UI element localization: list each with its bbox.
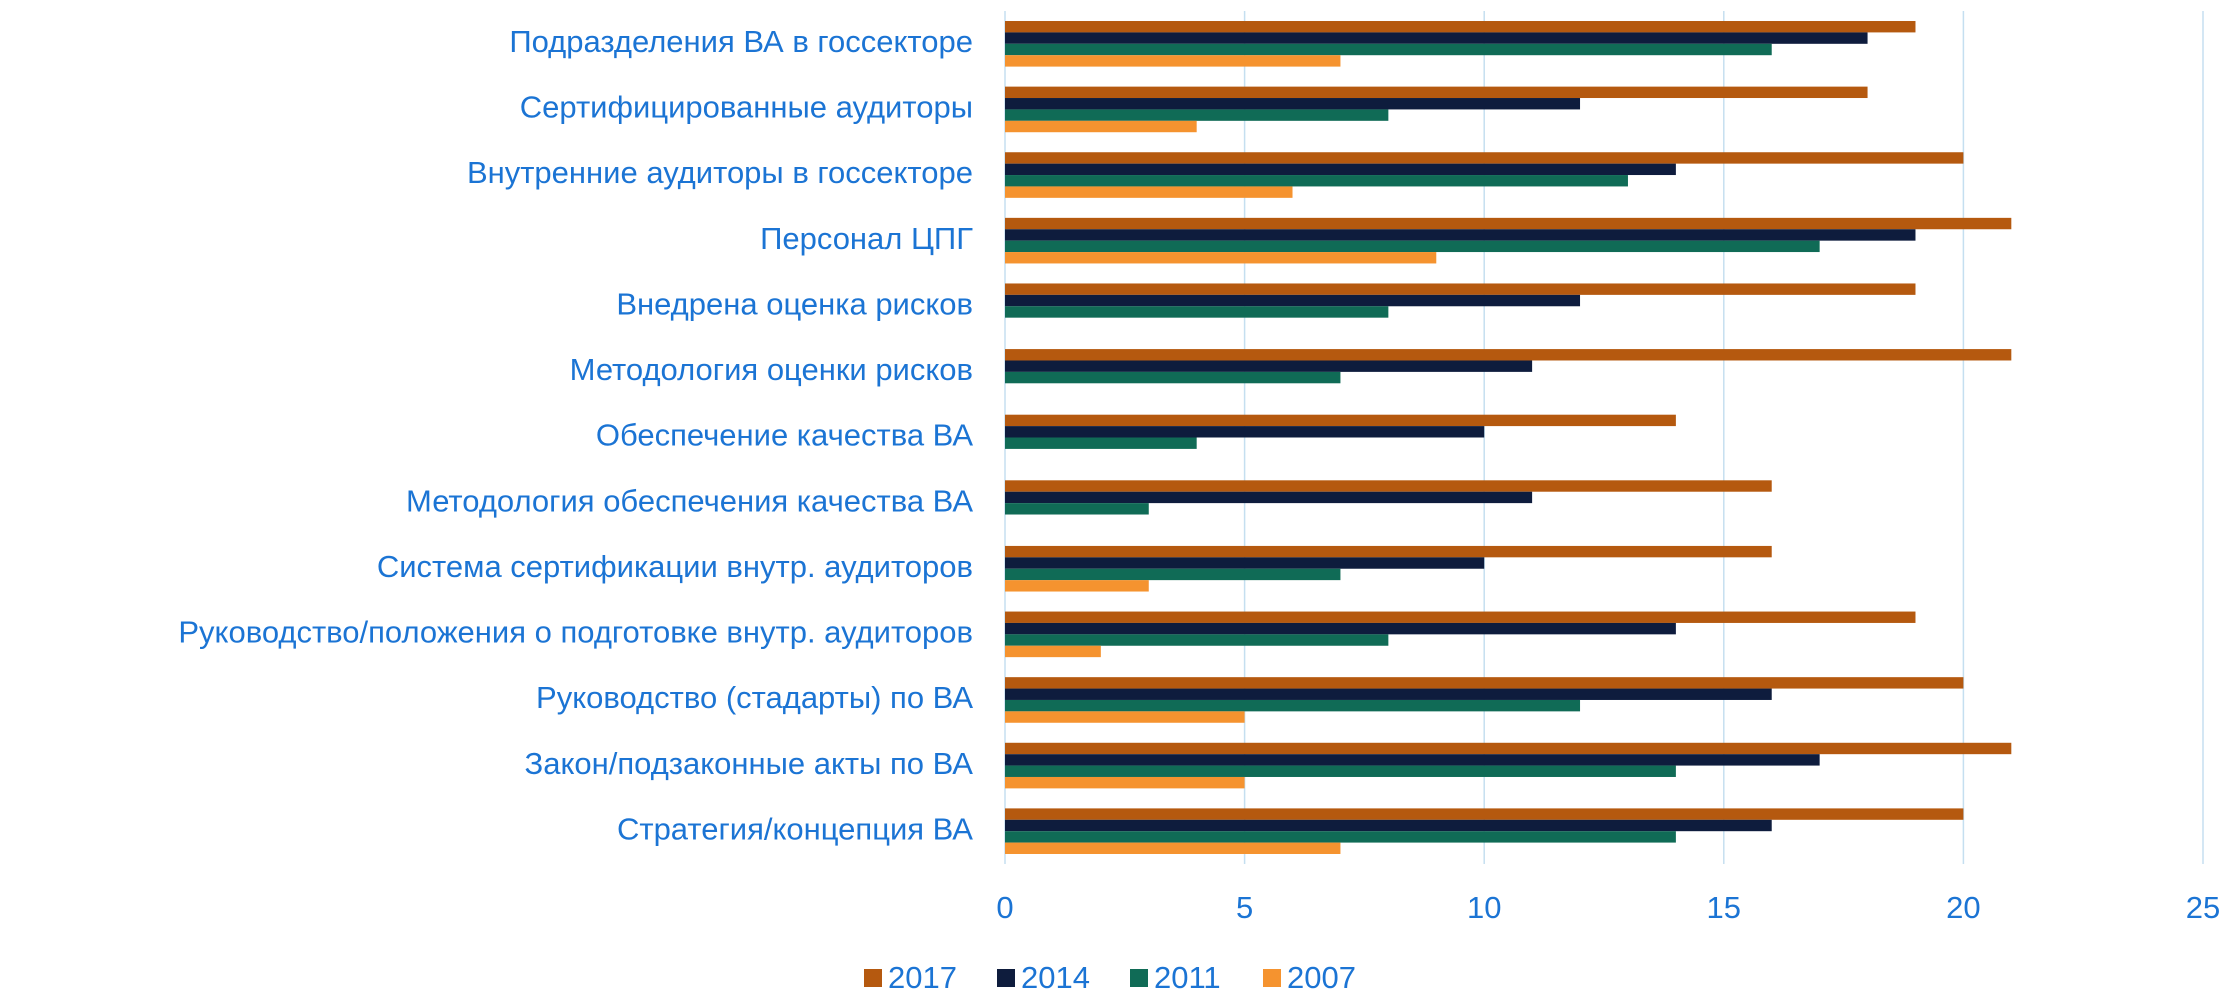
legend-swatch [997, 969, 1015, 987]
y-tick-label: Руководство/положения о подготовке внутр… [178, 615, 973, 650]
bar [1005, 545, 1772, 558]
bar [1005, 437, 1197, 449]
bar [1005, 98, 1581, 110]
bar [1005, 831, 1676, 843]
bar [1005, 765, 1676, 777]
x-tick-label: 25 [2186, 890, 2220, 925]
bar [1005, 109, 1389, 121]
bar [1005, 306, 1389, 318]
y-tick-label: Система сертификации внутр. аудиторов [377, 549, 973, 584]
bar [1005, 634, 1389, 646]
y-tick-label: Руководство (стадарты) по ВА [536, 680, 973, 715]
bar [1005, 175, 1628, 187]
legend-label: 2007 [1287, 960, 1356, 993]
y-tick-label: Методология оценки рисков [570, 352, 973, 387]
bar [1005, 622, 1676, 635]
bar [1005, 283, 1916, 295]
bar [1005, 754, 1820, 766]
y-tick-label: Закон/подзаконные акты по ВА [525, 746, 974, 781]
bar [1005, 252, 1437, 264]
bar [1005, 580, 1149, 592]
x-tick-label: 10 [1467, 890, 1501, 925]
bar [1005, 43, 1772, 56]
bar [1005, 645, 1101, 658]
bar [1005, 120, 1197, 133]
bar [1005, 568, 1341, 581]
x-tick-label: 15 [1707, 890, 1741, 925]
legend-label: 2017 [888, 960, 957, 993]
legend-swatch [864, 969, 882, 987]
bar [1005, 21, 1916, 33]
legend-swatch [1130, 969, 1148, 987]
bar [1005, 819, 1772, 832]
x-tick-label: 0 [996, 890, 1013, 925]
bar [1005, 186, 1293, 198]
bar [1005, 55, 1341, 67]
y-tick-label: Сертифицированные аудиторы [520, 90, 973, 125]
y-tick-label: Внедрена оценка рисков [616, 286, 973, 321]
bar [1005, 699, 1581, 712]
bar [1005, 426, 1485, 438]
bar [1005, 32, 1868, 44]
bar [1005, 711, 1245, 723]
bar [1005, 611, 1916, 623]
y-tick-label: Персонал ЦПГ [760, 221, 973, 256]
y-tick-label: Стратегия/концепция ВА [617, 811, 973, 846]
bar [1005, 371, 1341, 384]
bar [1005, 163, 1676, 176]
bar [1005, 217, 2012, 230]
bar [1005, 86, 1868, 99]
bar [1005, 808, 1964, 820]
bar [1005, 360, 1533, 372]
bar [1005, 414, 1676, 427]
bar [1005, 349, 2012, 361]
bar [1005, 294, 1581, 307]
legend-swatch [1263, 969, 1281, 987]
legend-label: 2014 [1021, 960, 1090, 993]
y-tick-label: Обеспечение качества ВА [596, 418, 973, 453]
bar [1005, 229, 1916, 241]
bar [1005, 480, 1772, 492]
bar [1005, 742, 2012, 755]
y-tick-label: Подразделения ВА в госсекторе [509, 24, 973, 59]
bar [1005, 152, 1964, 164]
bar [1005, 688, 1772, 700]
x-tick-label: 20 [1946, 890, 1980, 925]
y-tick-label: Методология обеспечения качества ВА [406, 483, 973, 518]
bar [1005, 240, 1820, 253]
legend-label: 2011 [1154, 960, 1221, 993]
bar [1005, 776, 1245, 789]
bar [1005, 677, 1964, 689]
bar [1005, 557, 1485, 569]
bar [1005, 503, 1149, 515]
y-tick-label: Внутренние аудиторы в госсекторе [467, 155, 973, 190]
bar [1005, 842, 1341, 854]
bar [1005, 491, 1533, 504]
x-tick-label: 5 [1236, 890, 1253, 925]
